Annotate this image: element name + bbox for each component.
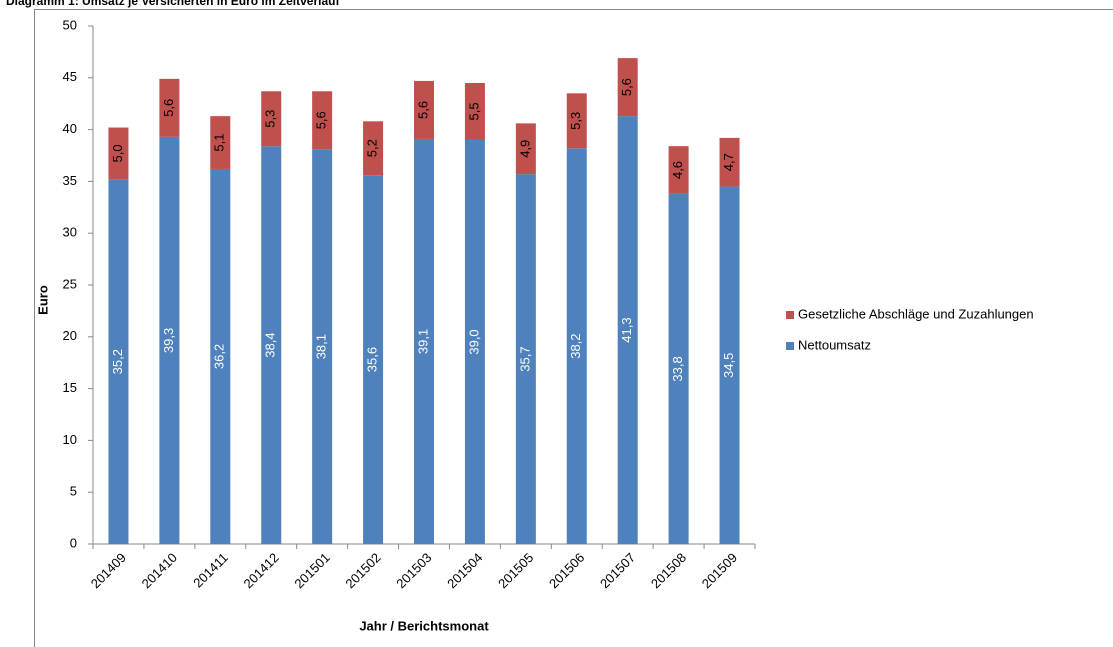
- bar-segment: [566, 93, 587, 149]
- y-tick-label: 25: [63, 276, 77, 291]
- y-tick-label: 20: [63, 328, 77, 343]
- chart-title: Diagramm 1: Umsatz je Versicherten in Eu…: [6, 0, 340, 8]
- bar-segment: [414, 80, 434, 139]
- value-label: 5,5: [466, 102, 481, 120]
- x-axis-title: Jahr / Berichtsmonat: [359, 618, 489, 633]
- value-label: 33,8: [670, 356, 685, 381]
- value-label: 38,4: [263, 332, 278, 357]
- value-label: 39,1: [415, 329, 430, 354]
- value-label: 5,6: [415, 101, 430, 119]
- value-label: 5,2: [365, 139, 380, 157]
- value-label: 38,1: [314, 334, 329, 359]
- bar-segment: [363, 121, 384, 176]
- legend-swatch: [786, 311, 794, 319]
- bar-segment: [363, 175, 384, 544]
- value-label: 4,6: [670, 161, 685, 179]
- value-label: 34,5: [721, 353, 736, 378]
- bar-segment: [566, 148, 587, 545]
- value-label: 5,6: [161, 99, 176, 117]
- value-label: 5,3: [263, 110, 278, 128]
- legend-label: Nettoumsatz: [798, 337, 871, 352]
- bar-segment: [312, 91, 333, 150]
- bar-segment: [515, 123, 536, 175]
- bar-segment: [464, 82, 485, 140]
- value-label: 35,6: [365, 347, 380, 372]
- bar-segment: [159, 136, 180, 545]
- value-label: 5,6: [314, 111, 329, 129]
- bar-segment: [617, 58, 638, 117]
- bar-segment: [668, 193, 689, 544]
- bar-segment: [108, 179, 129, 544]
- value-label: 5,1: [212, 134, 227, 152]
- bar-segment: [668, 146, 689, 194]
- value-label: 5,0: [110, 144, 125, 162]
- legend-swatch: [786, 342, 794, 350]
- y-tick-label: 15: [63, 380, 77, 395]
- value-label: 4,9: [517, 140, 532, 158]
- value-label: 39,0: [466, 329, 481, 354]
- value-label: 35,2: [110, 349, 125, 374]
- bar-segment: [210, 116, 231, 169]
- value-label: 4,7: [721, 153, 736, 171]
- y-axis-title: Euro: [35, 285, 50, 315]
- y-tick-label: 45: [63, 69, 77, 84]
- bar-segment: [261, 146, 282, 544]
- bar-segment: [617, 116, 638, 544]
- y-tick-label: 10: [63, 432, 77, 447]
- value-label: 35,7: [517, 346, 532, 371]
- value-label: 5,6: [619, 78, 634, 96]
- y-tick-label: 30: [63, 225, 77, 240]
- bar-segment: [515, 174, 536, 544]
- value-label: 39,3: [161, 328, 176, 353]
- value-label: 5,3: [568, 112, 583, 130]
- value-label: 38,2: [568, 333, 583, 358]
- value-label: 36,2: [212, 344, 227, 369]
- bar-segment: [261, 91, 282, 147]
- bar-segment: [210, 168, 231, 544]
- bar-segment: [414, 138, 434, 544]
- bar-segment: [159, 78, 180, 137]
- y-tick-label: 50: [63, 17, 77, 32]
- bar-segment: [464, 139, 485, 544]
- y-tick-label: 0: [70, 535, 77, 550]
- y-tick-label: 35: [63, 173, 77, 188]
- bar-segment: [719, 186, 740, 544]
- y-tick-label: 40: [63, 121, 77, 136]
- bar-segment: [312, 149, 333, 544]
- bar-segment: [108, 127, 129, 180]
- bar-segment: [719, 137, 740, 187]
- value-label: 41,3: [619, 317, 634, 342]
- legend-label: Gesetzliche Abschläge und Zuzahlungen: [798, 306, 1034, 321]
- y-tick-label: 5: [70, 484, 77, 499]
